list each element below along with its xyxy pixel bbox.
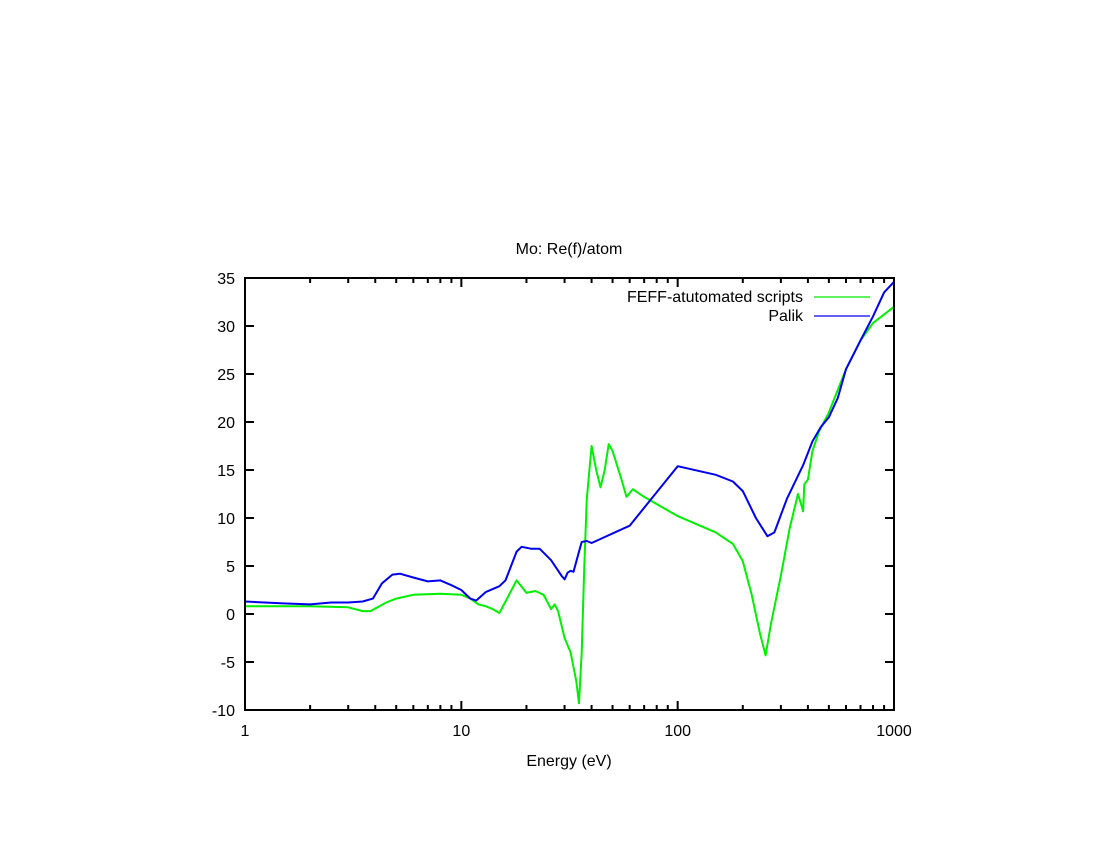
y-tick-label: 35 [217, 271, 235, 288]
series-line-feff [245, 306, 895, 705]
y-tick-label: 10 [217, 511, 235, 528]
legend-label-feff: FEFF-atutomated scripts [627, 289, 803, 306]
x-axis-label: Energy (eV) [526, 753, 611, 770]
x-tick-label: 10 [452, 723, 470, 740]
y-tick-label: 30 [217, 319, 235, 336]
x-tick-label: 1000 [876, 723, 912, 740]
x-tick-label: 100 [664, 723, 691, 740]
legend-label-palik: Palik [768, 308, 804, 325]
series-line-palik [244, 281, 895, 606]
chart-title: Mo: Re(f)/atom [516, 241, 623, 258]
y-tick-label: 5 [226, 559, 235, 576]
y-tick-label: 0 [226, 607, 235, 624]
y-tick-label: 15 [217, 463, 235, 480]
y-tick-label: -10 [212, 703, 235, 720]
x-tick-label: 1 [241, 723, 250, 740]
plot-frame [244, 277, 895, 711]
y-tick-label: 25 [217, 367, 235, 384]
legend: FEFF-atutomated scripts Palik [627, 289, 870, 325]
y-tick-label: -5 [221, 655, 235, 672]
y-tick-label: 20 [217, 415, 235, 432]
